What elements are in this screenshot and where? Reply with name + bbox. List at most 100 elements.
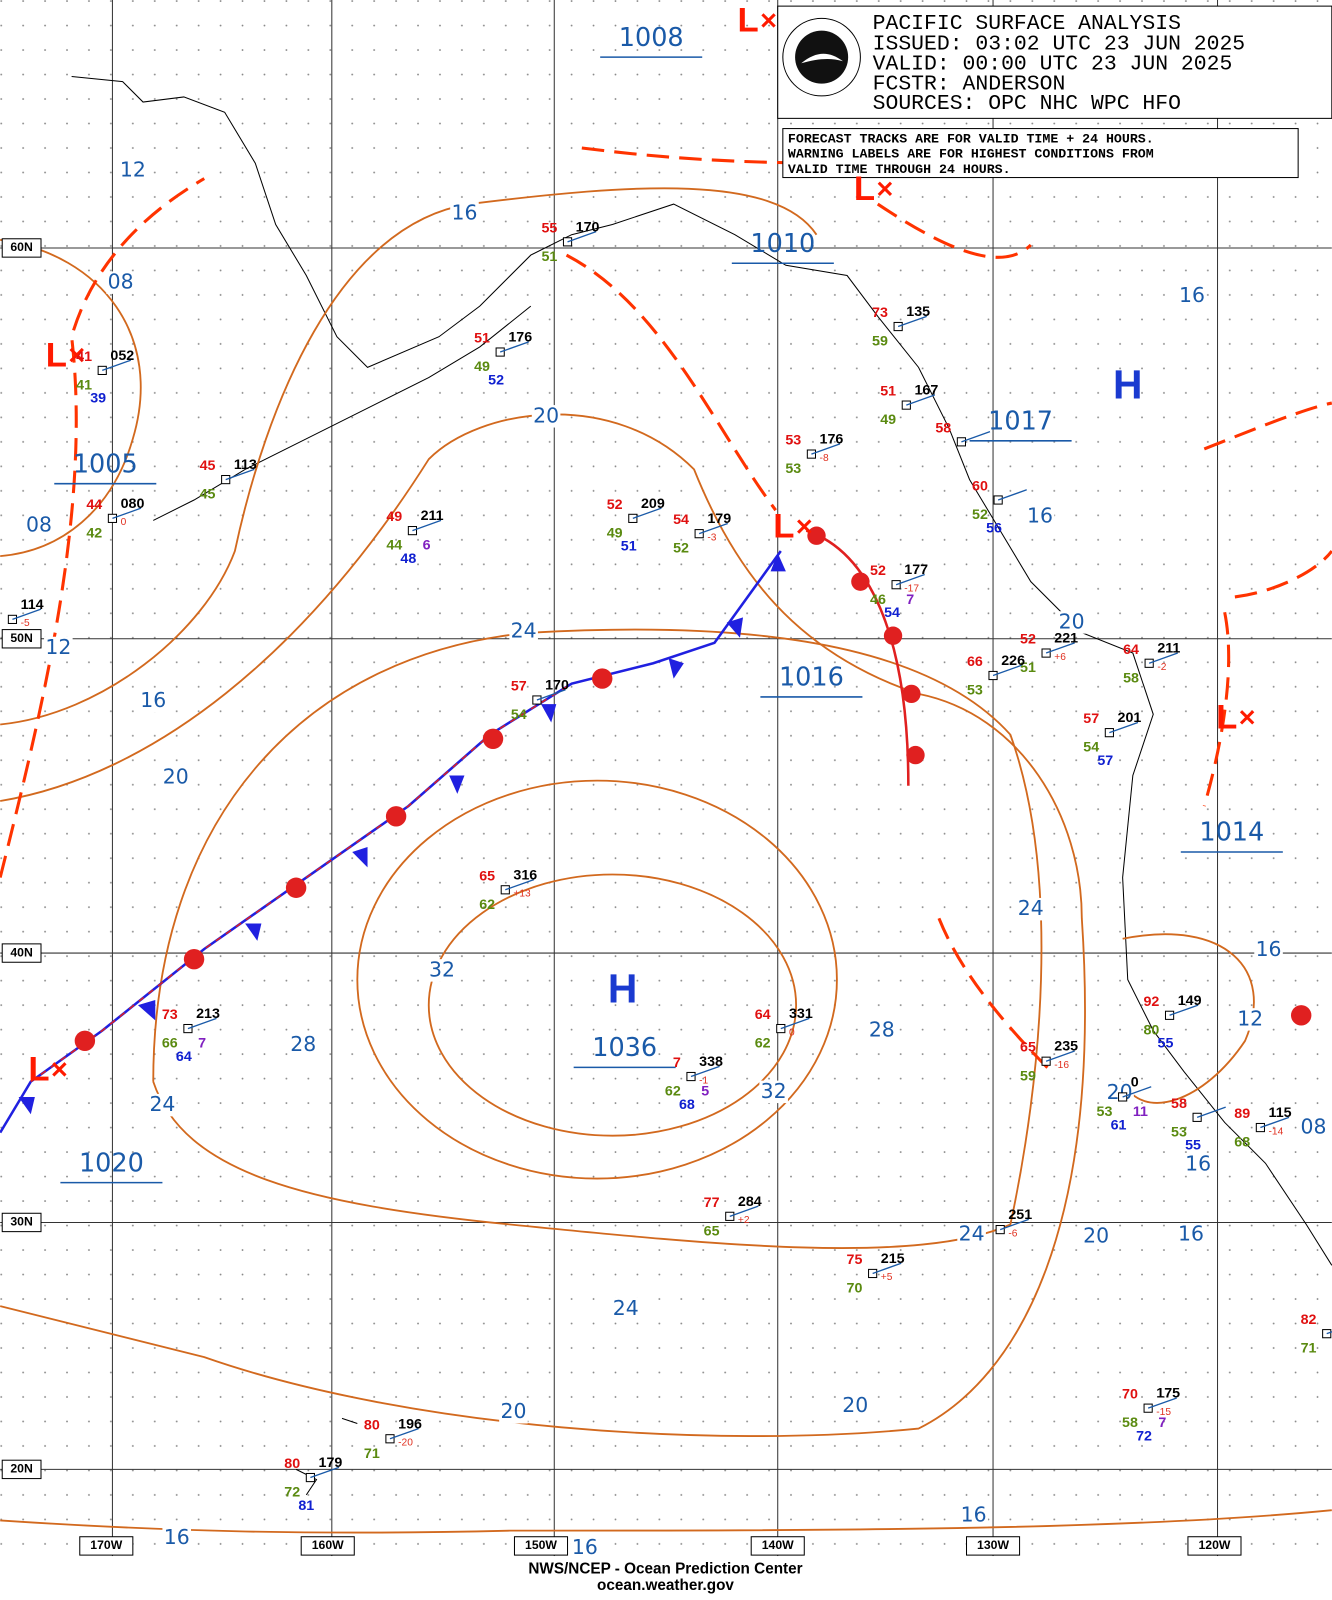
- station-d: 53: [785, 461, 801, 477]
- pressure-label: 1036: [592, 1033, 657, 1063]
- lon-label: 120W: [1198, 1538, 1230, 1552]
- isobar-label-bg: [570, 1536, 600, 1560]
- station-p: 196: [398, 1416, 422, 1432]
- isobar-label-bg: [162, 1526, 191, 1549]
- station-t: 52: [870, 563, 886, 579]
- low-x: [797, 519, 812, 534]
- station-tend: -16: [1054, 1060, 1069, 1071]
- station-w: 64: [176, 1049, 192, 1065]
- station-d: 53: [967, 683, 983, 699]
- wind-barb: [906, 394, 936, 406]
- station-p: 175: [1156, 1386, 1180, 1402]
- fronts: [0, 526, 1312, 1134]
- station-p: 080: [121, 496, 145, 512]
- wind-barb: [997, 489, 1027, 501]
- station-p: 176: [508, 330, 532, 346]
- wind-barb: [1260, 1116, 1290, 1129]
- lat-box: [1, 629, 42, 649]
- isobar-label-bg: [288, 1033, 318, 1057]
- station-d: 51: [541, 249, 557, 265]
- low-center: L: [854, 170, 875, 208]
- isobar-label: 08: [26, 513, 52, 537]
- isobar-label: 20: [1059, 609, 1085, 633]
- isobar-label: 20: [163, 765, 189, 789]
- wind-barb: [698, 522, 728, 535]
- station-p: 177: [904, 562, 928, 578]
- isobar-label-bg: [957, 1223, 986, 1246]
- isobar-label-bg: [611, 1297, 640, 1321]
- station-d: 42: [86, 525, 102, 541]
- wind-barb: [811, 443, 841, 455]
- station-icon: [628, 513, 638, 523]
- station-t: 73: [162, 1007, 178, 1023]
- isobar-label: 16: [1185, 1151, 1211, 1175]
- station-p: 284: [738, 1194, 762, 1210]
- isobar-label-bg: [1176, 1223, 1206, 1246]
- station-p: 170: [576, 219, 600, 235]
- wind-barb: [1147, 1397, 1177, 1409]
- isobar-label: 12: [120, 157, 146, 181]
- low-center: L: [46, 336, 67, 374]
- wind-barb: [536, 689, 566, 701]
- isobar-label-bg: [138, 689, 168, 713]
- station-d: 80: [1143, 1022, 1159, 1038]
- station-icon: [532, 695, 542, 705]
- wind-barb: [1169, 1004, 1199, 1016]
- station-w: 54: [884, 605, 900, 621]
- isobar-label-bg: [1177, 284, 1207, 308]
- isobar-label: 16: [1027, 503, 1053, 527]
- station-tend: -15: [1156, 1407, 1171, 1418]
- isobar-label: 32: [429, 957, 455, 981]
- station-t: 92: [1143, 994, 1159, 1010]
- station-p: 331: [789, 1006, 813, 1022]
- station-w: 51: [621, 539, 637, 555]
- isobar-label: 16: [164, 1525, 190, 1549]
- station-p: 201: [1118, 710, 1142, 726]
- header-box: [777, 5, 1332, 179]
- wind-barb: [225, 468, 255, 481]
- lon-label: 170W: [90, 1538, 122, 1552]
- station-w: 57: [1097, 753, 1113, 769]
- notice-line: FORECAST TRACKS ARE FOR VALID TIME + 24 …: [788, 131, 1154, 146]
- dot-grid: [0, 0, 1332, 1557]
- station-t: 58: [935, 420, 951, 436]
- station-w: 52: [488, 372, 504, 388]
- wind-barb: [895, 573, 925, 586]
- station-plot: 58: [935, 420, 991, 447]
- station-t: 89: [1234, 1106, 1250, 1122]
- isobar-label-bg: [118, 159, 148, 182]
- wind-barb: [102, 359, 132, 372]
- isobar-label: 16: [961, 1502, 987, 1526]
- station-p: 209: [641, 496, 665, 512]
- lat-box: [1, 1459, 42, 1480]
- lat-label: 50N: [10, 631, 33, 645]
- station-p: 113: [234, 457, 257, 473]
- station-d: 54: [1083, 740, 1099, 756]
- isobar-label-bg: [959, 1504, 988, 1527]
- station-p: 179: [707, 511, 731, 527]
- station-d: 70: [847, 1281, 863, 1297]
- station-t: 51: [474, 331, 490, 347]
- station-t: 75: [847, 1252, 863, 1268]
- notice-line: VALID TIME THROUGH 24 HOURS.: [788, 162, 1011, 177]
- lat-label: 60N: [10, 240, 33, 254]
- wind-barb: [1045, 1050, 1075, 1062]
- station-d: 49: [607, 525, 623, 541]
- station-x: 7: [906, 592, 914, 608]
- header-line: VALID: 00:00 UTC 23 JUN 2025: [873, 52, 1233, 76]
- station-p: 338: [699, 1054, 723, 1070]
- low-x: [761, 13, 776, 28]
- station-plot: 82 71: [1301, 1312, 1332, 1357]
- station-d: 68: [1234, 1135, 1250, 1151]
- station-plot: 73 135 59: [872, 304, 930, 350]
- station-t: 45: [200, 458, 216, 474]
